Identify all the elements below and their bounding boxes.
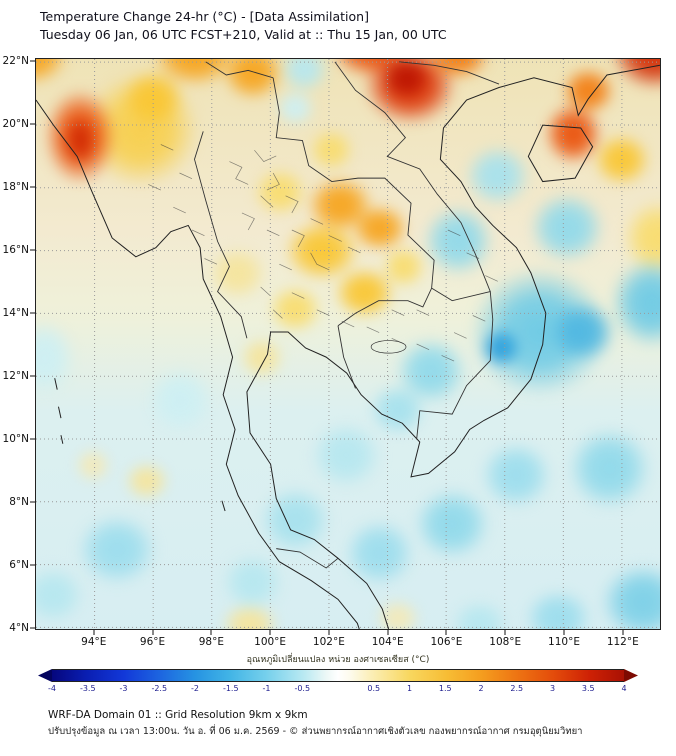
colorbar-tick-label: -1: [262, 684, 271, 693]
coastline-borders: [36, 59, 660, 629]
temperature-anomaly-blob: [473, 320, 528, 376]
footer-domain-info: WRF-DA Domain 01 :: Grid Resolution 9km …: [48, 709, 308, 721]
country-borders-path: [194, 62, 499, 568]
lon-tick-mark: [269, 630, 271, 635]
title-block: Temperature Change 24-hr (°C) - [Data As…: [40, 8, 447, 44]
footer-block: WRF-DA Domain 01 :: Grid Resolution 9km …: [48, 707, 583, 739]
colorbar-tick-label: -1.5: [222, 684, 239, 693]
colorbar-ticks: -4 -3.5 -3 -2.5 -2 -1.5 -1 -0.5 0.5 1 1.5 2 2.5 3 3.5 4: [48, 684, 627, 696]
temperature-anomaly-blob: [582, 123, 660, 196]
lon-tick-mark: [210, 630, 212, 635]
grid-lines: [36, 59, 660, 629]
temperature-anomaly-blob: [210, 543, 296, 622]
lat-tick-label: 6°N: [9, 559, 29, 572]
lat-tick-label: 16°N: [2, 244, 29, 257]
colorbar: [38, 669, 638, 682]
colorbar-block: อุณหภูมิเปลี่ยนแปลง หน่วย องศาเซลเซียส (…: [38, 652, 638, 696]
colorbar-tick-label: -3.5: [79, 684, 96, 693]
lat-tick-label: 4°N: [9, 622, 29, 635]
colorbar-left-arrow-icon: [38, 669, 52, 682]
lat-tick-label: 20°N: [2, 118, 29, 131]
lon-tick-mark: [152, 630, 154, 635]
lon-tick-label: 100°E: [254, 636, 287, 648]
lon-tick-mark: [328, 630, 330, 635]
colorbar-tick-label: -4: [48, 684, 56, 693]
colorbar-tick-label: 1: [406, 684, 413, 693]
temperature-anomaly-blob: [301, 120, 362, 180]
lon-tick-mark: [504, 630, 506, 635]
lat-tick-label: 14°N: [2, 307, 29, 320]
lon-tick-label: 98°E: [198, 636, 224, 648]
lon-tick-mark: [445, 630, 447, 635]
colorbar-tick-label: 3.5: [581, 684, 595, 693]
colorbar-tick-label: 3: [549, 684, 556, 693]
lon-tick-label: 110°E: [548, 636, 580, 648]
coastline-west-path: [36, 100, 359, 629]
colorbar-tick-label: 4: [621, 684, 627, 693]
lon-tick-mark: [563, 630, 565, 635]
lat-tick-label: 10°N: [2, 433, 29, 446]
lon-tick-label: 112°E: [606, 636, 639, 648]
province-lines-path: [148, 145, 497, 362]
andaman-islands-path: [55, 378, 225, 511]
colorbar-tick-label: 1.5: [438, 684, 452, 693]
map-canvas: [35, 58, 661, 630]
colorbar-tick-label: 2.5: [510, 684, 524, 693]
colorbar-gradient: [52, 669, 624, 682]
tonle-sap-lake: [371, 341, 406, 354]
temperature-anomaly-blob: [231, 328, 293, 388]
lon-tick-label: 94°E: [81, 636, 107, 648]
lon-tick-mark: [387, 630, 389, 635]
colorbar-tick-label: -3: [119, 684, 128, 693]
temperature-anomaly-blob: [515, 179, 619, 277]
lon-tick-label: 106°E: [430, 636, 463, 648]
lat-tick-label: 22°N: [2, 55, 29, 68]
temperature-anomaly-blob: [116, 455, 178, 508]
colorbar-tick-label: -0.5: [294, 684, 311, 693]
colorbar-tick-label: 2: [478, 684, 484, 693]
colorbar-tick-label: -2.5: [151, 684, 168, 693]
page-subtitle: Tuesday 06 Jan, 06 UTC FCST+210, Valid a…: [40, 27, 447, 43]
temperature-anomaly-blob: [134, 354, 226, 446]
lon-tick-label: 104°E: [371, 636, 404, 648]
colorbar-tick-label: 0.5: [367, 684, 381, 693]
temperature-anomaly-blob: [467, 429, 565, 521]
lon-tick-label: 96°E: [139, 636, 166, 648]
temperature-anomaly-blob: [243, 159, 317, 225]
colorbar-right-arrow-icon: [624, 669, 638, 682]
hainan-island-path: [528, 125, 592, 181]
temperature-anomaly-blob: [552, 413, 660, 524]
colorbar-label: อุณหภูมิเปลี่ยนแปลง หน่วย องศาเซลเซียส (…: [246, 655, 430, 665]
lon-tick-mark: [622, 630, 624, 635]
page-title: Temperature Change 24-hr (°C) - [Data As…: [40, 9, 369, 24]
lat-tick-label: 8°N: [9, 496, 29, 509]
map-axes-area: 22°N 20°N 18°N 16°N 14°N 12°N 10°N 8°N 6°N 4°N 94…: [3, 55, 661, 648]
lon-tick-label: 102°E: [312, 636, 345, 648]
temperature-anomaly-blob: [68, 442, 117, 488]
temperature-anomaly-blob: [59, 107, 102, 173]
temperature-anomaly-field: [36, 59, 660, 629]
lat-tick-label: 18°N: [2, 181, 29, 194]
lat-tick-label: 12°N: [2, 370, 29, 383]
lon-tick-mark: [93, 630, 95, 635]
lon-tick-label: 108°E: [489, 636, 522, 648]
coastline-east-path: [247, 65, 660, 629]
footer-agency-info: ปรับปรุงข้อมูล ณ เวลา 13:00น. วัน อ. ที่…: [48, 725, 583, 737]
colorbar-tick-label: -2: [191, 684, 199, 693]
